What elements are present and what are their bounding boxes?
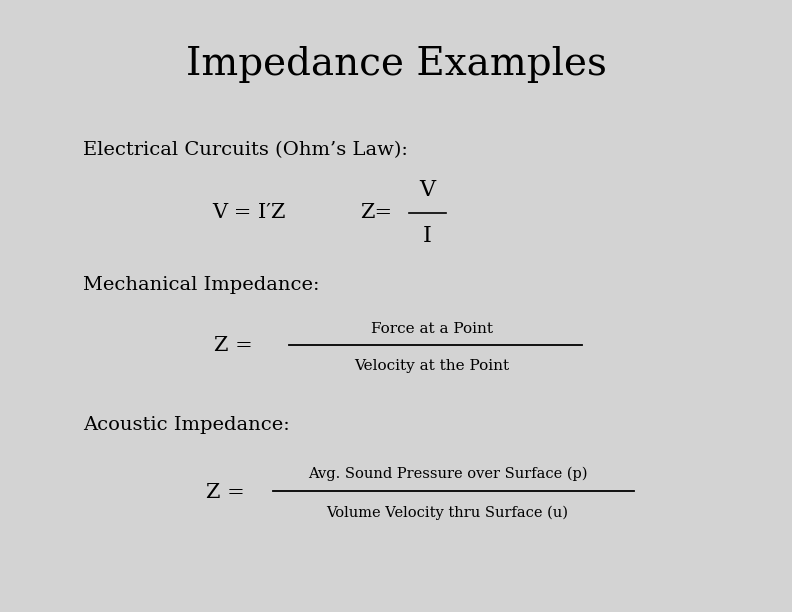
Text: V: V [420,179,436,201]
Text: Force at a Point: Force at a Point [371,322,493,335]
Text: Acoustic Impedance:: Acoustic Impedance: [83,416,290,435]
Text: Z=: Z= [360,203,392,223]
Text: Impedance Examples: Impedance Examples [185,46,607,83]
Text: Avg. Sound Pressure over Surface (p): Avg. Sound Pressure over Surface (p) [308,467,587,482]
Text: Volume Velocity thru Surface (u): Volume Velocity thru Surface (u) [326,506,569,520]
Text: Velocity at the Point: Velocity at the Point [354,359,509,373]
Text: V = I′Z: V = I′Z [213,203,286,223]
Text: I: I [423,225,432,247]
Text: Mechanical Impedance:: Mechanical Impedance: [83,275,320,294]
Text: Z =: Z = [207,483,245,502]
Text: Electrical Curcuits (Ohm’s Law):: Electrical Curcuits (Ohm’s Law): [83,141,408,159]
Text: Z =: Z = [215,336,253,356]
